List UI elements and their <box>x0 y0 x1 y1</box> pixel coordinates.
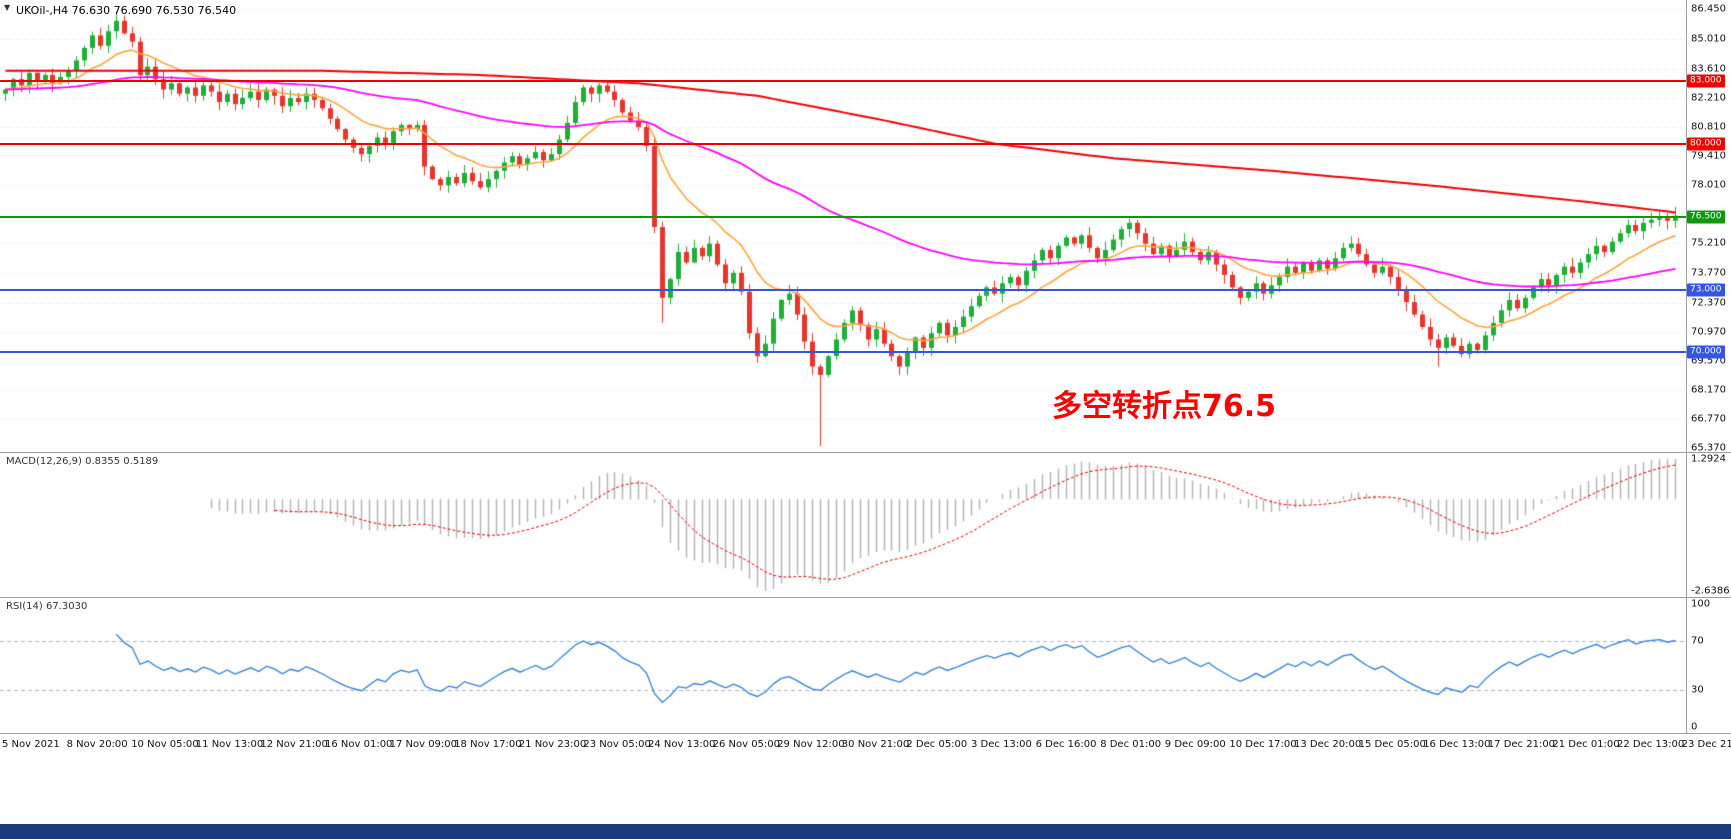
time-axis-label: 10 Dec 17:00 <box>1229 739 1297 750</box>
price-axis-label: 82.210 <box>1691 92 1726 104</box>
chart-title-text: UKOil-,H4 76.630 76.690 76.530 76.540 <box>16 4 237 17</box>
price-axis-label: 86.450 <box>1691 3 1726 15</box>
time-axis-label: 26 Nov 05:00 <box>712 739 781 750</box>
price-axis-label: 79.410 <box>1691 150 1726 162</box>
time-axis-label: 18 Nov 17:00 <box>454 739 522 750</box>
hline-83.000[interactable] <box>0 80 1686 83</box>
time-axis-label: 10 Nov 05:00 <box>131 739 199 750</box>
rsi-axis-label: 100 <box>1691 598 1711 610</box>
time-axis-label: 8 Nov 20:00 <box>66 739 128 750</box>
time-axis-label: 13 Dec 20:00 <box>1294 739 1362 750</box>
price-axis[interactable]: 86.450 85.010 83.610 82.210 80.810 79.410 78.0… <box>1687 0 1731 760</box>
price-axis-label: 70.970 <box>1691 326 1726 338</box>
price-axis-label: 85.010 <box>1691 33 1726 45</box>
price-axis-label: 83.610 <box>1691 63 1726 75</box>
panel-separator[interactable] <box>0 597 1731 598</box>
chart-marker-icon[interactable]: ▼ <box>4 3 11 12</box>
macd-chart-canvas[interactable] <box>0 453 1686 597</box>
time-axis-label: 21 Dec 01:00 <box>1552 739 1620 750</box>
price-badge-70.000: 70.000 <box>1687 345 1725 359</box>
time-axis-label: 11 Nov 13:00 <box>195 739 264 750</box>
time-axis-label: 16 Dec 13:00 <box>1423 739 1491 750</box>
price-axis-label: 78.010 <box>1691 179 1726 191</box>
macd-indicator-label: MACD(12,26,9) 0.8355 0.5189 <box>6 456 159 467</box>
price-axis-label: 69.570 <box>1691 355 1726 367</box>
rsi-axis-label: 70 <box>1691 635 1704 647</box>
time-axis-label: 23 Nov 05:00 <box>583 739 651 750</box>
rsi-axis-label: 0 <box>1691 721 1698 733</box>
time-axis-label: 2 Dec 05:00 <box>906 739 968 750</box>
price-axis-divider <box>1686 0 1687 733</box>
time-axis-label: 8 Dec 01:00 <box>1100 739 1162 750</box>
time-axis-label: 9 Dec 09:00 <box>1164 739 1226 750</box>
main-chart-panel[interactable]: UKOil-,H4 76.630 76.690 76.530 76.540 ▼ … <box>0 0 1686 452</box>
time-axis-label: 30 Nov 21:00 <box>841 739 910 750</box>
rsi-indicator-panel[interactable]: RSI(14) 67.3030 <box>0 598 1686 733</box>
time-axis-label: 12 Nov 21:00 <box>260 739 328 750</box>
time-axis-label: 16 Nov 01:00 <box>325 739 393 750</box>
price-axis-label: 65.370 <box>1691 442 1726 454</box>
time-axis-label: 3 Dec 13:00 <box>971 739 1032 750</box>
price-badge-76.500: 76.500 <box>1687 210 1725 224</box>
time-axis-label: 17 Nov 09:00 <box>389 739 458 750</box>
panel-separator[interactable] <box>0 452 1731 453</box>
time-axis[interactable]: 5 Nov 2021 8 Nov 20:00 10 Nov 05:00 11 Nov … <box>0 734 1731 758</box>
time-axis-label: 5 Nov 2021 <box>2 739 60 750</box>
time-axis-label: 22 Dec 13:00 <box>1617 739 1685 750</box>
price-axis-label: 66.770 <box>1691 413 1726 425</box>
price-axis-label: 73.770 <box>1691 267 1726 279</box>
price-badge-73.000: 73.000 <box>1687 283 1725 297</box>
time-axis-label: 15 Dec 05:00 <box>1358 739 1426 750</box>
candlestick-chart-canvas[interactable] <box>0 0 1686 452</box>
macd-indicator-panel[interactable]: MACD(12,26,9) 0.8355 0.5189 <box>0 453 1686 597</box>
annotation-text[interactable]: 多空转折点76.5 <box>1052 389 1277 424</box>
price-axis-label: 72.370 <box>1691 297 1726 309</box>
price-badge-80.000: 80.000 <box>1687 137 1725 151</box>
hline-80.000[interactable] <box>0 142 1686 145</box>
hline-73.000[interactable] <box>0 288 1686 291</box>
price-axis-label: 68.170 <box>1691 384 1726 396</box>
time-axis-label: 21 Nov 23:00 <box>518 739 587 750</box>
time-axis-label: 17 Dec 21:00 <box>1487 739 1556 750</box>
macd-axis-max: 1.2924 <box>1691 453 1726 465</box>
hline-70.000[interactable] <box>0 351 1686 354</box>
panel-separator[interactable] <box>0 733 1731 734</box>
rsi-indicator-label: RSI(14) 67.3030 <box>6 601 88 612</box>
time-axis-label: 24 Nov 13:00 <box>648 739 716 750</box>
rsi-chart-canvas[interactable] <box>0 598 1686 733</box>
bottom-taskbar-strip <box>0 824 1731 839</box>
price-axis-label: 80.810 <box>1691 121 1726 133</box>
rsi-axis-label: 30 <box>1691 684 1704 696</box>
time-axis-label: 6 Dec 16:00 <box>1035 739 1097 750</box>
macd-axis-min: -2.6386 <box>1691 585 1730 597</box>
time-axis-label: 29 Nov 12:00 <box>777 739 845 750</box>
price-badge-83.000: 83.000 <box>1687 74 1725 88</box>
price-axis-label: 75.210 <box>1691 237 1726 249</box>
time-axis-label: 23 Dec 21:00 <box>1681 739 1731 750</box>
chart-title: UKOil-,H4 76.630 76.690 76.530 76.540 <box>16 4 236 17</box>
hline-76.500[interactable] <box>0 215 1686 218</box>
